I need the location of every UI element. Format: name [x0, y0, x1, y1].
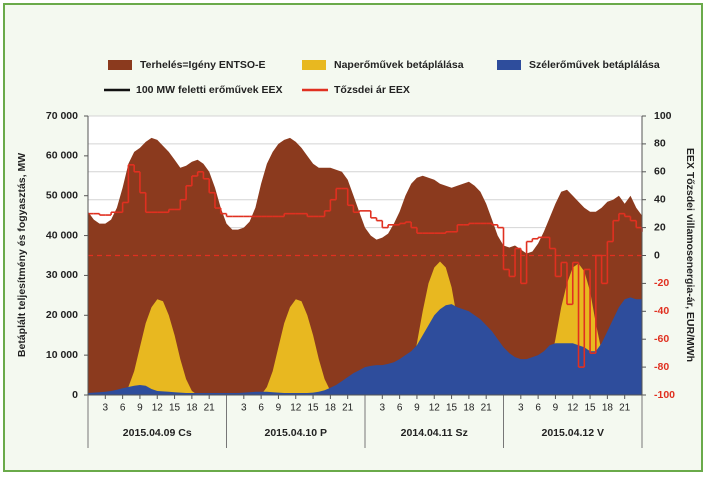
x-tick-label: 6 [120, 403, 126, 414]
x-tick-label: 9 [414, 403, 420, 414]
x-tick-label: 3 [241, 403, 247, 414]
x-tick-label: 3 [103, 403, 109, 414]
y2-tick-label: -40 [654, 305, 669, 317]
y2-tick-label: -20 [654, 277, 669, 289]
x-tick-label: 18 [463, 403, 475, 414]
y-tick-label: 30 000 [46, 269, 78, 281]
x-tick-label: 21 [619, 403, 631, 414]
area [88, 297, 642, 395]
day-label: 2015.04.10 P [265, 427, 327, 439]
legend-label: Tőzsdei ár EEX [334, 84, 410, 96]
x-tick-label: 21 [342, 403, 354, 414]
x-tick-label: 9 [276, 403, 282, 414]
y2-tick-label: 40 [654, 193, 666, 205]
x-tick-label: 18 [186, 403, 198, 414]
y2-tick-label: -100 [654, 389, 675, 401]
y2-axis-title: EEX Tőzsdei villamosenergia-ár, EUR/MWh [684, 148, 696, 362]
legend-swatch [108, 60, 132, 70]
x-tick-label: 12 [429, 403, 441, 414]
day-label: 2014.04.11 Sz [401, 427, 468, 439]
x-tick-label: 6 [258, 403, 264, 414]
x-tick-label: 15 [585, 403, 597, 414]
axes: 0 10 000 20 000 30 000 40 000 50 000 60 000 70 … [46, 110, 675, 448]
x-tick-label: 6 [535, 403, 541, 414]
x-tick-label: 21 [204, 403, 216, 414]
y-tick-label: 10 000 [46, 349, 78, 361]
y-tick-label: 40 000 [46, 229, 78, 241]
y2-tick-label: 60 [654, 166, 666, 178]
x-tick-label: 6 [397, 403, 403, 414]
legend-label: Naperőművek betáplálása [334, 59, 464, 71]
x-tick-label: 9 [553, 403, 559, 414]
legend-label: 100 MW feletti erőművek EEX [136, 84, 282, 96]
x-tick-label: 15 [169, 403, 181, 414]
legend-label: Szélerőművek betáplálása [529, 59, 660, 71]
legend-swatch [302, 60, 326, 70]
x-tick-label: 15 [446, 403, 458, 414]
y-tick-label: 60 000 [46, 150, 78, 162]
y2-tick-label: 20 [654, 221, 666, 233]
day-label: 2015.04.12 V [542, 427, 604, 439]
x-tick-label: 3 [518, 403, 524, 414]
y-tick-label: 70 000 [46, 110, 78, 122]
x-tick-label: 3 [380, 403, 386, 414]
y-tick-label: 0 [72, 389, 78, 401]
x-tick-label: 12 [290, 403, 302, 414]
y-tick-label: 20 000 [46, 309, 78, 321]
x-tick-label: 21 [481, 403, 493, 414]
x-tick-label: 18 [325, 403, 337, 414]
area [88, 137, 642, 395]
y2-tick-label: -80 [654, 361, 669, 373]
y-tick-label: 50 000 [46, 189, 78, 201]
x-tick-label: 18 [602, 403, 614, 414]
x-tick-label: 15 [308, 403, 320, 414]
x-tick-label: 12 [567, 403, 579, 414]
legend-swatch [497, 60, 521, 70]
x-tick-label: 9 [137, 403, 143, 414]
y2-tick-label: 80 [654, 138, 666, 150]
legend: Terhelés=Igény ENTSO-E Naperőművek betápl… [104, 59, 660, 96]
x-tick-label: 12 [152, 403, 164, 414]
y2-tick-label: 0 [654, 249, 660, 261]
y-axis-title: Betáplált teljesítmény és fogyasztás, MW [16, 153, 28, 357]
day-label: 2015.04.09 Cs [123, 427, 192, 439]
y2-tick-label: 100 [654, 110, 672, 122]
legend-label: Terhelés=Igény ENTSO-E [140, 59, 266, 71]
y2-tick-label: -60 [654, 333, 669, 345]
